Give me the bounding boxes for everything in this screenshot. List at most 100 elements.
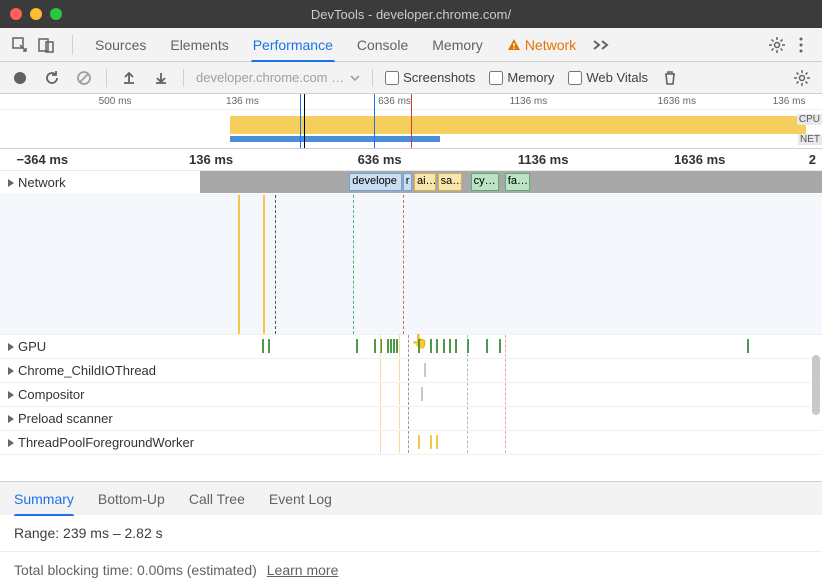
track-compositor[interactable]: Compositor	[0, 383, 822, 407]
summary-tab-event-log[interactable]: Event Log	[269, 482, 332, 516]
summary-tab-call-tree[interactable]: Call Tree	[189, 482, 245, 516]
track-name: Chrome_ChildIOThread	[18, 363, 156, 378]
main-ruler[interactable]: 2 −364 ms136 ms636 ms1136 ms1636 ms	[0, 149, 822, 171]
activity-mark	[387, 339, 389, 353]
minimap-net-label: NET	[798, 134, 822, 145]
minimize-window[interactable]	[30, 8, 42, 20]
activity-mark	[486, 339, 488, 353]
tab-elements[interactable]: Elements	[158, 28, 240, 62]
activity-mark	[268, 339, 270, 353]
ruler-tick: 1636 ms	[674, 152, 725, 167]
window-title: DevTools - developer.chrome.com/	[311, 7, 511, 22]
divider	[72, 35, 73, 55]
disclosure-icon	[8, 179, 14, 187]
load-profile-button[interactable]	[119, 68, 139, 88]
network-request-block[interactable]: ai…	[414, 173, 436, 191]
activity-mark	[421, 387, 423, 401]
minimap-marker	[304, 94, 305, 148]
network-request-block[interactable]: fa…	[505, 173, 530, 191]
activity-mark	[374, 339, 376, 353]
network-details-area[interactable]: 👆	[0, 195, 822, 335]
track-gpu[interactable]: GPU	[0, 335, 822, 359]
kebab-menu-icon[interactable]	[790, 32, 812, 58]
track-label[interactable]: Network	[0, 171, 200, 194]
checkbox-screenshots[interactable]: Screenshots	[385, 70, 475, 85]
network-request-block[interactable]: r	[403, 173, 412, 191]
timeline-marker	[238, 195, 240, 334]
activity-mark	[356, 339, 358, 353]
traffic-lights	[10, 8, 62, 20]
activity-mark	[418, 435, 420, 449]
activity-mark	[424, 363, 426, 377]
maximize-window[interactable]	[50, 8, 62, 20]
activity-mark	[396, 339, 398, 353]
device-toggle-icon[interactable]	[36, 35, 56, 55]
ruler-tick: 136 ms	[189, 152, 233, 167]
checkbox-memory[interactable]: Memory	[489, 70, 554, 85]
delete-button[interactable]	[660, 68, 680, 88]
track-name: Network	[18, 175, 66, 190]
minimap-marker	[411, 94, 412, 148]
tab-sources[interactable]: Sources	[83, 28, 158, 62]
settings-icon[interactable]	[764, 32, 790, 58]
summary-tab-summary[interactable]: Summary	[14, 482, 74, 516]
minimap-cpu-label: CPU	[797, 114, 822, 125]
save-profile-button[interactable]	[151, 68, 171, 88]
activity-mark	[499, 339, 501, 353]
summary-tabs: Summary Bottom-Up Call Tree Event Log	[0, 481, 822, 515]
history-dropdown[interactable]: developer.chrome.com …	[196, 70, 360, 85]
titlebar: DevTools - developer.chrome.com/	[0, 0, 822, 28]
activity-mark	[436, 339, 438, 353]
network-request-block[interactable]: sa…	[438, 173, 463, 191]
summary-tab-bottom-up[interactable]: Bottom-Up	[98, 482, 165, 516]
tab-network[interactable]: Network	[495, 28, 588, 62]
tbt-text: Total blocking time: 0.00ms (estimated)	[14, 562, 257, 578]
reload-button[interactable]	[42, 68, 62, 88]
minimap-marker	[374, 94, 375, 148]
minimap-tick: 636 ms	[378, 96, 411, 107]
tab-memory[interactable]: Memory	[420, 28, 495, 62]
minimap-tick: 1136 ms	[510, 96, 548, 107]
inspect-icon[interactable]	[10, 35, 30, 55]
timeline-minimap[interactable]: 500 ms 136 ms 636 ms 1136 ms 1636 ms 136 ms C…	[0, 94, 822, 149]
timeline-marker	[275, 195, 276, 334]
disclosure-icon	[8, 343, 14, 351]
minimap-tick: 136 ms	[773, 96, 806, 107]
network-request-block[interactable]: cy…	[471, 173, 499, 191]
summary-body: Range: 239 ms – 2.82 s Total blocking ti…	[0, 515, 822, 588]
ruler-tick: 1136 ms	[518, 152, 569, 167]
disclosure-icon	[8, 391, 14, 399]
minimap-cpu-band	[230, 116, 806, 134]
summary-tbt: Total blocking time: 0.00ms (estimated) …	[0, 552, 822, 588]
tab-console[interactable]: Console	[345, 28, 420, 62]
track-preload-scanner[interactable]: Preload scanner	[0, 407, 822, 431]
track-name: Preload scanner	[18, 411, 113, 426]
divider	[183, 69, 184, 87]
network-request-block[interactable]: develope	[349, 173, 402, 191]
clear-button[interactable]	[74, 68, 94, 88]
activity-mark	[747, 339, 749, 353]
activity-mark	[455, 339, 457, 353]
minimap-tick: 136 ms	[226, 96, 259, 107]
flame-chart-panel: Network developerai…sa… cy… fa… 👆 GPU Chrom…	[0, 171, 822, 481]
ruler-tick: 636 ms	[358, 152, 402, 167]
disclosure-icon	[8, 439, 14, 447]
learn-more-link[interactable]: Learn more	[267, 562, 339, 578]
track-chrome-childiothread[interactable]: Chrome_ChildIOThread	[0, 359, 822, 383]
tabs-overflow-icon[interactable]	[588, 35, 614, 55]
activity-mark	[430, 435, 432, 449]
activity-mark	[390, 339, 392, 353]
checkbox-web-vitals[interactable]: Web Vitals	[568, 70, 648, 85]
minimap-net-band	[230, 136, 440, 142]
record-button[interactable]	[10, 68, 30, 88]
track-name: Compositor	[18, 387, 84, 402]
tab-performance[interactable]: Performance	[241, 28, 345, 62]
track-threadpoolforegroundworker[interactable]: ThreadPoolForegroundWorker	[0, 431, 822, 455]
network-track[interactable]: Network developerai…sa… cy… fa…	[0, 171, 822, 195]
activity-mark	[436, 435, 438, 449]
close-window[interactable]	[10, 8, 22, 20]
minimap-tick: 1636 ms	[658, 96, 696, 107]
performance-toolbar: developer.chrome.com … Screenshots Memory…	[0, 62, 822, 94]
minimap-tick: 500 ms	[99, 96, 132, 107]
capture-settings-icon[interactable]	[792, 68, 812, 88]
